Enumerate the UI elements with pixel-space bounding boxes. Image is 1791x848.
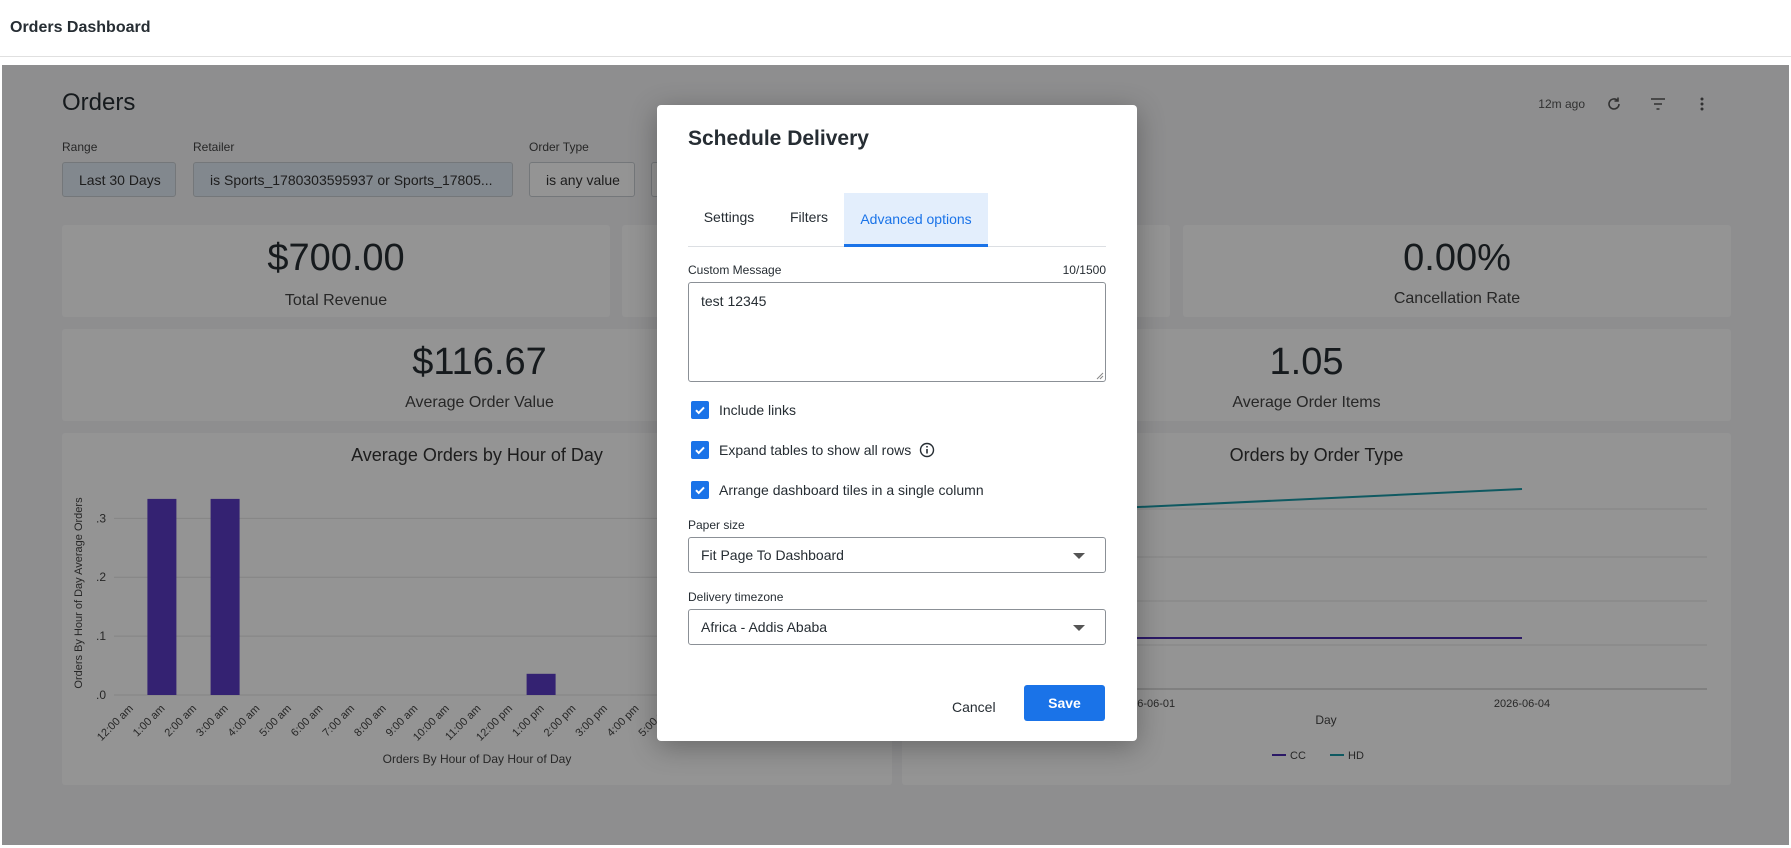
check-icon (695, 406, 705, 415)
dialog-tabs: Settings Filters Advanced options (688, 193, 1106, 247)
filter-label-retailer: Retailer (193, 140, 235, 154)
kpi-value: 1.05 (1269, 341, 1344, 383)
single-column-label: Arrange dashboard tiles in a single colu… (719, 482, 984, 498)
x-axis-label: Day (1315, 713, 1336, 727)
bar-chart: .0.1.2.312:00 am1:00 am2:00 am3:00 am4:0… (73, 497, 862, 766)
x-tick-label: 2026-06-04 (1494, 698, 1550, 710)
tab-advanced-options[interactable]: Advanced options (844, 193, 988, 247)
kpi-label: Total Revenue (284, 292, 388, 309)
custom-message-label: Custom Message (688, 263, 782, 277)
y-tick-label: .1 (96, 629, 106, 643)
dashboard-actions: 12m ago (1538, 95, 1711, 113)
x-axis-label: Orders By Hour of Day Hour of Day (383, 752, 572, 766)
expand-tables-checkbox[interactable] (691, 441, 709, 459)
top-bar: Orders Dashboard (0, 0, 1791, 57)
resize-grip-icon[interactable] (1096, 372, 1104, 380)
info-icon[interactable] (919, 442, 935, 458)
refresh-icon[interactable] (1605, 95, 1623, 113)
app-title: Orders Dashboard (10, 19, 151, 36)
kpi-value: $116.67 (412, 341, 547, 383)
legend-label: HD (1348, 750, 1364, 762)
y-tick-label: .3 (96, 511, 106, 525)
filter-range[interactable]: Last 30 Days (62, 162, 176, 197)
schedule-delivery-dialog: Schedule Delivery Settings Filters Advan… (657, 105, 1137, 741)
bar (526, 673, 556, 695)
dashboard-title: Orders (62, 89, 136, 116)
chevron-down-icon (1073, 625, 1085, 631)
character-counter: 10/1500 (1062, 263, 1106, 277)
y-tick-label: .0 (96, 688, 106, 702)
expand-tables-option[interactable]: Expand tables to show all rows (691, 441, 935, 459)
last-updated-text: 12m ago (1538, 97, 1585, 111)
check-icon (695, 486, 705, 495)
include-links-option[interactable]: Include links (691, 401, 796, 419)
save-button[interactable]: Save (1024, 685, 1105, 721)
more-vert-icon[interactable] (1693, 95, 1711, 113)
filter-order-type[interactable]: is any value (529, 162, 635, 197)
y-axis-label: Orders By Hour of Day Average Orders (73, 497, 85, 689)
tab-filters[interactable]: Filters (789, 209, 829, 225)
bar (210, 498, 240, 695)
filter-retailer[interactable]: is Sports_1780303595937 or Sports_17805.… (193, 162, 513, 197)
kpi-value: $700.00 (267, 237, 405, 279)
filter-label-order-type: Order Type (529, 140, 589, 154)
paper-size-label: Paper size (688, 518, 745, 532)
expand-tables-label: Expand tables to show all rows (719, 442, 912, 458)
chart-title: Average Orders by Hour of Day (351, 445, 603, 465)
filter-label-range: Range (62, 140, 98, 154)
kpi-label: Average Order Items (1232, 394, 1381, 411)
y-tick-label: .2 (96, 570, 106, 584)
include-links-checkbox[interactable] (691, 401, 709, 419)
chart-title: Orders by Order Type (1229, 445, 1404, 465)
cancel-button[interactable]: Cancel (952, 699, 996, 715)
paper-size-select[interactable]: Fit Page To Dashboard (688, 537, 1106, 573)
kpi-label: Average Order Value (405, 394, 554, 411)
include-links-label: Include links (719, 402, 797, 418)
paper-size-value: Fit Page To Dashboard (701, 547, 844, 563)
filter-icon[interactable] (1649, 95, 1667, 113)
delivery-timezone-value: Africa - Addis Ababa (701, 619, 828, 635)
kpi-tile-total-revenue: $700.00 Total Revenue (62, 225, 610, 317)
single-column-checkbox[interactable] (691, 481, 709, 499)
custom-message-textarea[interactable] (688, 282, 1106, 382)
dialog-title: Schedule Delivery (688, 127, 869, 150)
kpi-tile-cancellation-rate: 0.00% Cancellation Rate (1183, 225, 1731, 317)
single-column-option[interactable]: Arrange dashboard tiles in a single colu… (691, 481, 984, 499)
kpi-value: 0.00% (1403, 237, 1511, 279)
chevron-down-icon (1073, 553, 1085, 559)
tab-settings[interactable]: Settings (703, 209, 755, 225)
delivery-timezone-label: Delivery timezone (688, 590, 784, 604)
check-icon (695, 446, 705, 455)
delivery-timezone-select[interactable]: Africa - Addis Ababa (688, 609, 1106, 645)
legend-label: CC (1290, 750, 1306, 762)
bar (147, 498, 177, 695)
kpi-label: Cancellation Rate (1393, 290, 1521, 307)
